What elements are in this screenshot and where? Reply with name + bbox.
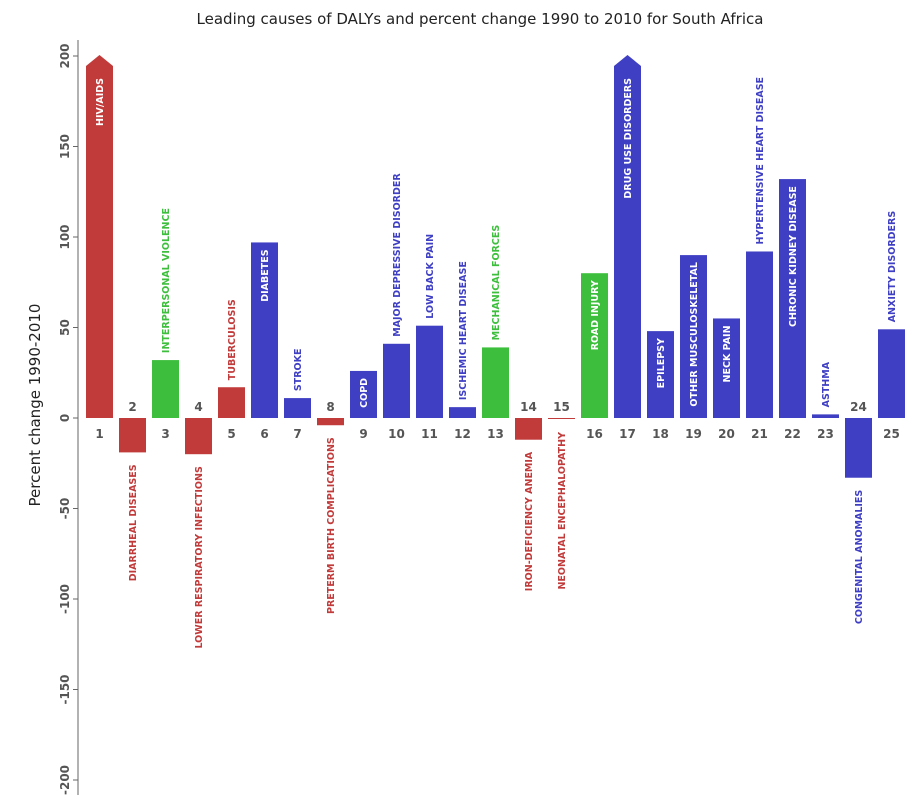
bar [581,273,608,418]
y-tick-label: 50 [58,319,72,336]
rank-label: 5 [227,427,235,441]
bar [185,418,212,455]
rank-label: 21 [751,427,768,441]
rank-label: 14 [520,400,537,414]
cause-label: COPD [359,378,370,408]
y-tick-label: -50 [58,498,72,520]
cause-label: ROAD INJURY [590,280,601,350]
y-tick-label: 100 [58,224,72,249]
cause-label: LOW BACK PAIN [425,234,436,319]
cause-label: ASTHMA [821,361,832,407]
bar [812,414,839,418]
bar [86,55,113,418]
bar [647,331,674,418]
bar-series [86,55,905,478]
y-tick-label: -150 [58,674,72,704]
cause-label: STROKE [293,349,304,392]
bar [779,179,806,418]
cause-label: CONGENITAL ANOMALIES [854,490,865,624]
cause-label: ISCHEMIC HEART DISEASE [458,261,469,400]
cause-label: CHRONIC KIDNEY DISEASE [788,186,799,327]
cause-label: OTHER MUSCULOSKELETAL [689,262,700,407]
bar [878,329,905,418]
bar [350,370,377,418]
cause-label: ANXIETY DISORDERS [887,211,898,323]
y-tick-label: 0 [58,414,72,422]
rank-label: 17 [619,427,636,441]
bar [416,325,443,418]
cause-label: INTERPERSONAL VIOLENCE [161,208,172,353]
rank-label: 20 [718,427,735,441]
bar [680,255,707,418]
rank-label: 13 [487,427,504,441]
cause-label: NEONATAL ENCEPHALOPATHY [557,432,568,590]
rank-label: 3 [161,427,169,441]
rank-label: 1 [95,427,103,441]
rank-label: 2 [128,400,136,414]
bar [449,407,476,418]
cause-label: DIARRHEAL DISEASES [128,464,139,581]
rank-label: 9 [359,427,367,441]
rank-label: 10 [388,427,405,441]
bar [218,387,245,418]
rank-label: 16 [586,427,603,441]
bar [482,347,509,418]
bar [383,343,410,418]
cause-label: MAJOR DEPRESSIVE DISORDER [392,173,403,337]
bar [152,360,179,418]
y-axis-label: Percent change 1990-2010 [26,304,44,507]
bar [317,418,344,426]
bar [284,398,311,418]
y-axis-ticks: 200 150 100 50 0 -50 -100 -150 -200 [58,43,78,795]
rank-label: 25 [883,427,900,441]
bar [845,418,872,478]
rank-label: 4 [194,400,202,414]
cause-label: TUBERCULOSIS [227,299,238,380]
bar [548,418,575,419]
cause-label: EPILEPSY [656,338,667,388]
cause-label: LOWER RESPIRATORY INFECTIONS [194,466,205,648]
rank-label: 8 [326,400,334,414]
cause-label: MECHANICAL FORCES [491,225,502,341]
cause-label: IRON-DEFICIENCY ANEMIA [524,451,535,591]
rank-label: 7 [293,427,301,441]
rank-label: 22 [784,427,801,441]
rank-label: 15 [553,400,570,414]
cause-label: HIV/AIDS [95,78,106,126]
rank-label: 6 [260,427,268,441]
cause-label: DIABETES [260,249,271,301]
bar [119,418,146,453]
y-tick-label: -100 [58,584,72,614]
cause-label: HYPERTENSIVE HEART DISEASE [755,77,766,245]
cause-label: PRETERM BIRTH COMPLICATIONS [326,437,337,614]
bar [713,318,740,418]
bar [515,418,542,440]
y-tick-label: 200 [58,43,72,68]
rank-label: 19 [685,427,702,441]
y-tick-label: 150 [58,134,72,159]
rank-label: 24 [850,400,867,414]
cause-label: DRUG USE DISORDERS [623,78,634,199]
rank-label: 18 [652,427,669,441]
bar [746,251,773,418]
bar [251,242,278,418]
bar [614,55,641,418]
cause-label: NECK PAIN [722,325,733,382]
cause-labels: HIV/AIDS DIARRHEAL DISEASES INTERPERSONAL … [95,77,898,649]
rank-label: 12 [454,427,471,441]
y-tick-label: -200 [58,765,72,795]
rank-label: 11 [421,427,438,441]
rank-label: 23 [817,427,834,441]
chart-title: Leading causes of DALYs and percent chan… [197,10,764,28]
